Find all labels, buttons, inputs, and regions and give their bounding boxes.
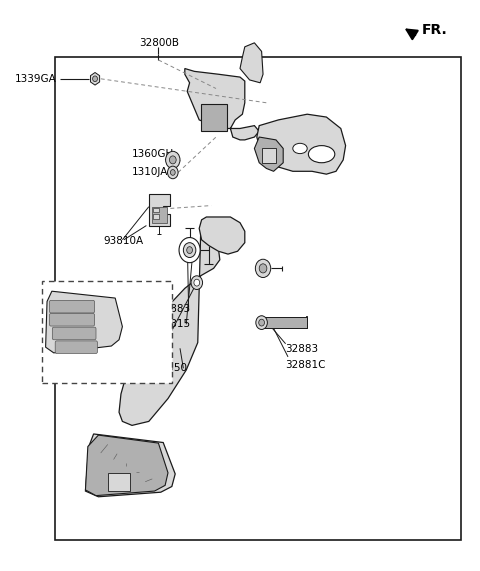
Polygon shape <box>149 194 170 226</box>
Text: 32850: 32850 <box>155 363 188 373</box>
Circle shape <box>179 238 200 263</box>
Circle shape <box>191 276 203 289</box>
Polygon shape <box>90 73 100 85</box>
Text: 32876: 32876 <box>137 337 170 348</box>
Bar <box>108 473 130 491</box>
Text: 1310JA: 1310JA <box>132 167 168 178</box>
Polygon shape <box>46 291 122 353</box>
Bar <box>262 148 276 163</box>
Bar <box>153 214 159 219</box>
Polygon shape <box>240 43 263 83</box>
Polygon shape <box>185 69 259 140</box>
Circle shape <box>256 316 267 329</box>
Circle shape <box>259 264 267 273</box>
Text: 93810A: 93810A <box>103 236 144 246</box>
FancyBboxPatch shape <box>49 300 95 313</box>
Text: 32815: 32815 <box>157 319 191 329</box>
Ellipse shape <box>293 143 307 154</box>
Circle shape <box>187 247 192 254</box>
Polygon shape <box>199 217 245 254</box>
Ellipse shape <box>309 146 335 163</box>
Text: 1339GA: 1339GA <box>14 74 56 84</box>
Text: 32800B: 32800B <box>139 38 179 48</box>
Circle shape <box>194 279 200 286</box>
Polygon shape <box>85 434 175 497</box>
Text: 32825: 32825 <box>74 300 108 311</box>
Circle shape <box>170 170 175 175</box>
Bar <box>152 207 167 223</box>
Bar <box>262 317 307 328</box>
Circle shape <box>166 151 180 168</box>
Bar <box>42 281 172 383</box>
FancyBboxPatch shape <box>52 327 96 340</box>
Polygon shape <box>119 234 220 425</box>
Polygon shape <box>85 435 168 496</box>
Circle shape <box>168 166 178 179</box>
Circle shape <box>93 76 97 82</box>
Circle shape <box>255 259 271 278</box>
Text: FR.: FR. <box>421 23 447 37</box>
Bar <box>55 57 461 540</box>
Bar <box>201 104 227 131</box>
Text: 1360GH: 1360GH <box>132 149 174 159</box>
Circle shape <box>183 243 196 258</box>
Polygon shape <box>257 114 346 174</box>
Text: 32883: 32883 <box>286 344 319 355</box>
Bar <box>153 208 159 212</box>
FancyBboxPatch shape <box>49 313 95 326</box>
Circle shape <box>259 319 264 326</box>
Text: (AL PAD): (AL PAD) <box>62 286 107 296</box>
Circle shape <box>169 156 176 164</box>
Polygon shape <box>254 137 283 171</box>
FancyBboxPatch shape <box>55 341 97 353</box>
Text: 32825: 32825 <box>47 372 80 382</box>
Text: 32881C: 32881C <box>286 360 326 371</box>
Text: 32883: 32883 <box>157 304 191 315</box>
